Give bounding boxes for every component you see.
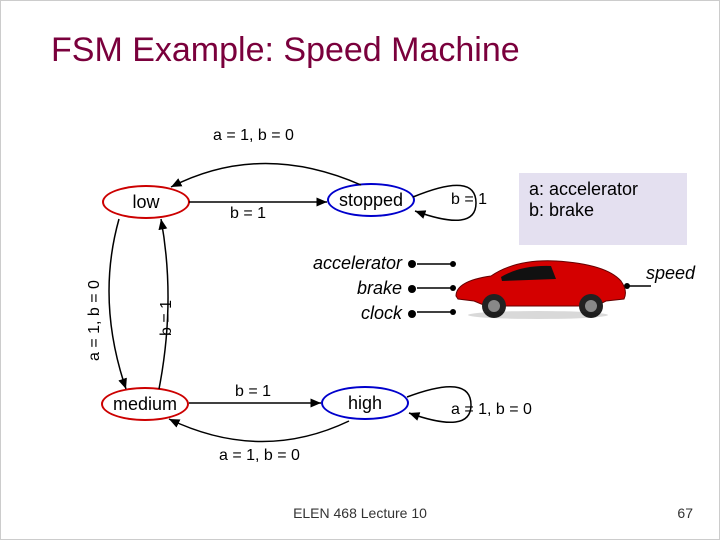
label-medium-low: b = 1 bbox=[158, 300, 176, 336]
state-stopped: stopped bbox=[327, 183, 415, 217]
dot-icon bbox=[408, 260, 416, 268]
car-icon bbox=[446, 251, 631, 321]
state-low: low bbox=[102, 185, 190, 219]
label-left-down: a = 1, b = 0 bbox=[86, 280, 104, 361]
dot-icon bbox=[408, 310, 416, 318]
label-bottom: a = 1, b = 0 bbox=[219, 447, 300, 465]
sig-brake: brake bbox=[357, 276, 402, 301]
label-low-stopped: b = 1 bbox=[230, 205, 266, 223]
label-stopped-loop: b = 1 bbox=[451, 191, 487, 209]
label-medium-high: b = 1 bbox=[235, 383, 271, 401]
legend: a: accelerator b: brake bbox=[519, 173, 687, 245]
state-medium: medium bbox=[101, 387, 189, 421]
legend-b: b: brake bbox=[529, 200, 677, 221]
slide-title: FSM Example: Speed Machine bbox=[51, 31, 520, 70]
sig-accel: accelerator bbox=[313, 251, 402, 276]
page-number: 67 bbox=[677, 505, 693, 521]
label-speed: speed bbox=[646, 263, 695, 284]
dot-icon bbox=[408, 285, 416, 293]
sig-clock: clock bbox=[361, 301, 402, 326]
label-top-loop: a = 1, b = 0 bbox=[213, 127, 294, 145]
footer: ELEN 468 Lecture 10 bbox=[1, 505, 719, 521]
legend-a: a: accelerator bbox=[529, 179, 677, 200]
label-high-loop: a = 1, b = 0 bbox=[451, 401, 532, 419]
state-high: high bbox=[321, 386, 409, 420]
signal-block: accelerator brake clock bbox=[286, 251, 416, 327]
